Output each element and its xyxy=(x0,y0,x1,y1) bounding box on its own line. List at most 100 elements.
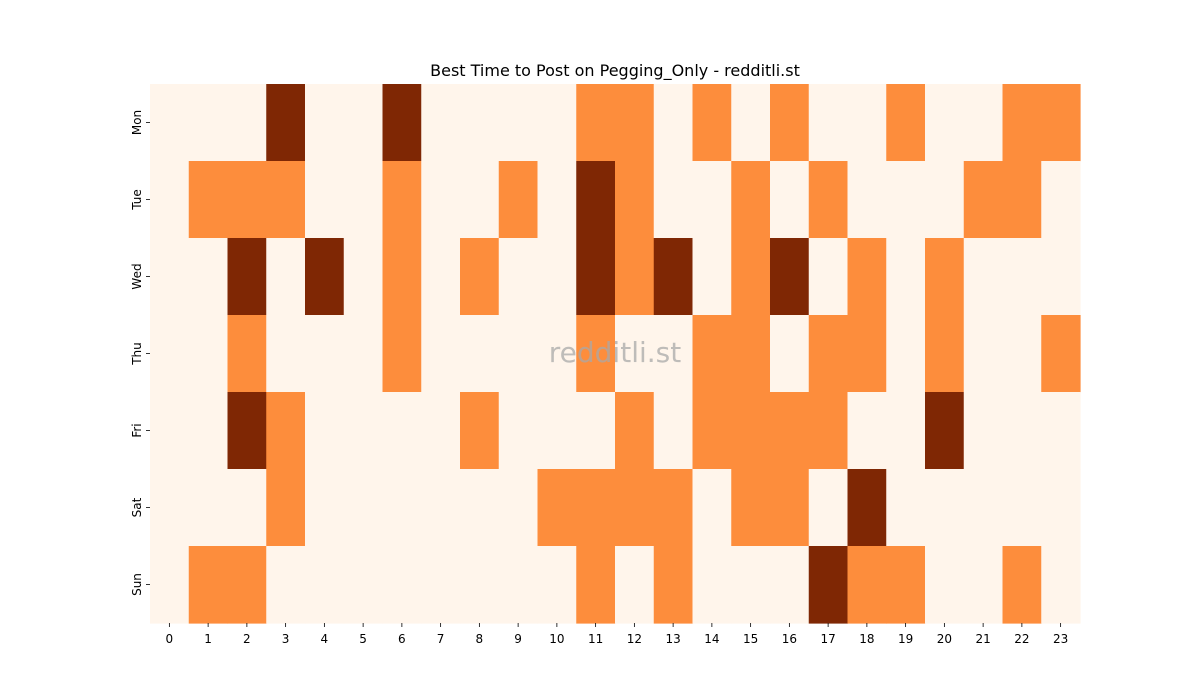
heatmap-cell xyxy=(1041,84,1081,162)
heatmap-cell xyxy=(963,392,1004,470)
heatmap-cell xyxy=(460,469,500,547)
heatmap-cell xyxy=(770,161,810,239)
heatmap-cell xyxy=(925,392,965,470)
heatmap-cell xyxy=(188,84,229,162)
y-tick-label: Sat xyxy=(130,497,144,517)
heatmap-cell xyxy=(1041,238,1081,316)
heatmap-cell xyxy=(382,469,422,547)
heatmap-cell xyxy=(421,469,461,547)
heatmap-cell xyxy=(770,315,810,393)
heatmap-cell xyxy=(847,238,887,316)
heatmap-cell xyxy=(188,315,229,393)
heatmap-cell xyxy=(1002,84,1042,162)
heatmap-cell xyxy=(382,161,422,239)
heatmap-cell xyxy=(925,84,965,162)
heatmap-cell xyxy=(537,84,577,162)
x-tick-label: 6 xyxy=(398,632,406,646)
heatmap-cell xyxy=(925,315,965,393)
heatmap-cells xyxy=(150,84,1081,624)
x-tick-label: 2 xyxy=(243,632,251,646)
heatmap-cell xyxy=(576,238,616,316)
y-tick-label: Sun xyxy=(130,573,144,596)
heatmap-cell xyxy=(615,546,655,624)
heatmap-cell xyxy=(343,84,384,162)
heatmap-cell xyxy=(150,161,190,239)
heatmap-cell xyxy=(1002,469,1042,547)
x-tick-label: 17 xyxy=(820,632,835,646)
x-tick-label: 19 xyxy=(898,632,913,646)
heatmap-cell xyxy=(266,238,306,316)
heatmap-cell xyxy=(1002,238,1042,316)
heatmap-cell xyxy=(498,238,539,316)
heatmap-cell xyxy=(188,469,229,547)
heatmap-cell xyxy=(498,84,539,162)
heatmap-cell xyxy=(188,238,229,316)
heatmap-cell xyxy=(808,392,849,470)
heatmap-cell xyxy=(692,469,732,547)
heatmap-cell xyxy=(963,238,1004,316)
heatmap-cell xyxy=(731,315,771,393)
heatmap-cell xyxy=(692,161,732,239)
heatmap-cell xyxy=(576,392,616,470)
x-tick-label: 21 xyxy=(975,632,990,646)
chart-title: Best Time to Post on Pegging_Only - redd… xyxy=(430,61,800,81)
heatmap-cell xyxy=(421,84,461,162)
heatmap-cell xyxy=(576,84,616,162)
heatmap-cell xyxy=(1002,546,1042,624)
heatmap-cell xyxy=(925,161,965,239)
heatmap-cell xyxy=(808,238,849,316)
x-tick-label: 23 xyxy=(1053,632,1068,646)
heatmap-cell xyxy=(266,315,306,393)
heatmap-cell xyxy=(731,469,771,547)
x-tick-label: 12 xyxy=(627,632,642,646)
heatmap-cell xyxy=(460,392,500,470)
heatmap-cell xyxy=(692,315,732,393)
heatmap-cell xyxy=(731,238,771,316)
heatmap-cell xyxy=(150,238,190,316)
heatmap-cell xyxy=(847,84,887,162)
heatmap-cell xyxy=(963,469,1004,547)
heatmap-cell xyxy=(227,238,267,316)
x-tick-label: 13 xyxy=(665,632,680,646)
heatmap-cell xyxy=(305,546,345,624)
heatmap-cell xyxy=(925,546,965,624)
heatmap-cell xyxy=(305,469,345,547)
x-tick-label: 0 xyxy=(166,632,174,646)
heatmap-cell xyxy=(1041,469,1081,547)
heatmap-cell xyxy=(731,84,771,162)
heatmap-cell xyxy=(537,161,577,239)
heatmap-cell xyxy=(498,161,539,239)
heatmap-cell xyxy=(227,392,267,470)
heatmap-cell xyxy=(886,546,926,624)
heatmap-cell xyxy=(963,84,1004,162)
heatmap-cell xyxy=(150,546,190,624)
heatmap-cell xyxy=(576,469,616,547)
heatmap-cell xyxy=(460,546,500,624)
heatmap-cell xyxy=(343,315,384,393)
heatmap-cell xyxy=(1041,392,1081,470)
heatmap-cell xyxy=(498,469,539,547)
x-tick-label: 1 xyxy=(204,632,212,646)
heatmap-cell xyxy=(963,546,1004,624)
heatmap-cell xyxy=(770,392,810,470)
heatmap-cell xyxy=(188,161,229,239)
heatmap-cell xyxy=(1002,161,1042,239)
heatmap-cell xyxy=(692,392,732,470)
heatmap-cell xyxy=(498,392,539,470)
heatmap-cell xyxy=(266,392,306,470)
heatmap-cell xyxy=(305,238,345,316)
heatmap-cell xyxy=(963,161,1004,239)
heatmap-cell xyxy=(653,392,694,470)
heatmap-cell xyxy=(498,315,539,393)
heatmap-cell xyxy=(576,315,616,393)
heatmap-cell xyxy=(150,469,190,547)
heatmap-cell xyxy=(770,546,810,624)
x-tick-label: 14 xyxy=(704,632,719,646)
heatmap-cell xyxy=(421,315,461,393)
heatmap-cell xyxy=(305,392,345,470)
heatmap-cell xyxy=(537,392,577,470)
heatmap-cell xyxy=(886,161,926,239)
heatmap-cell xyxy=(731,161,771,239)
heatmap-cell xyxy=(421,392,461,470)
